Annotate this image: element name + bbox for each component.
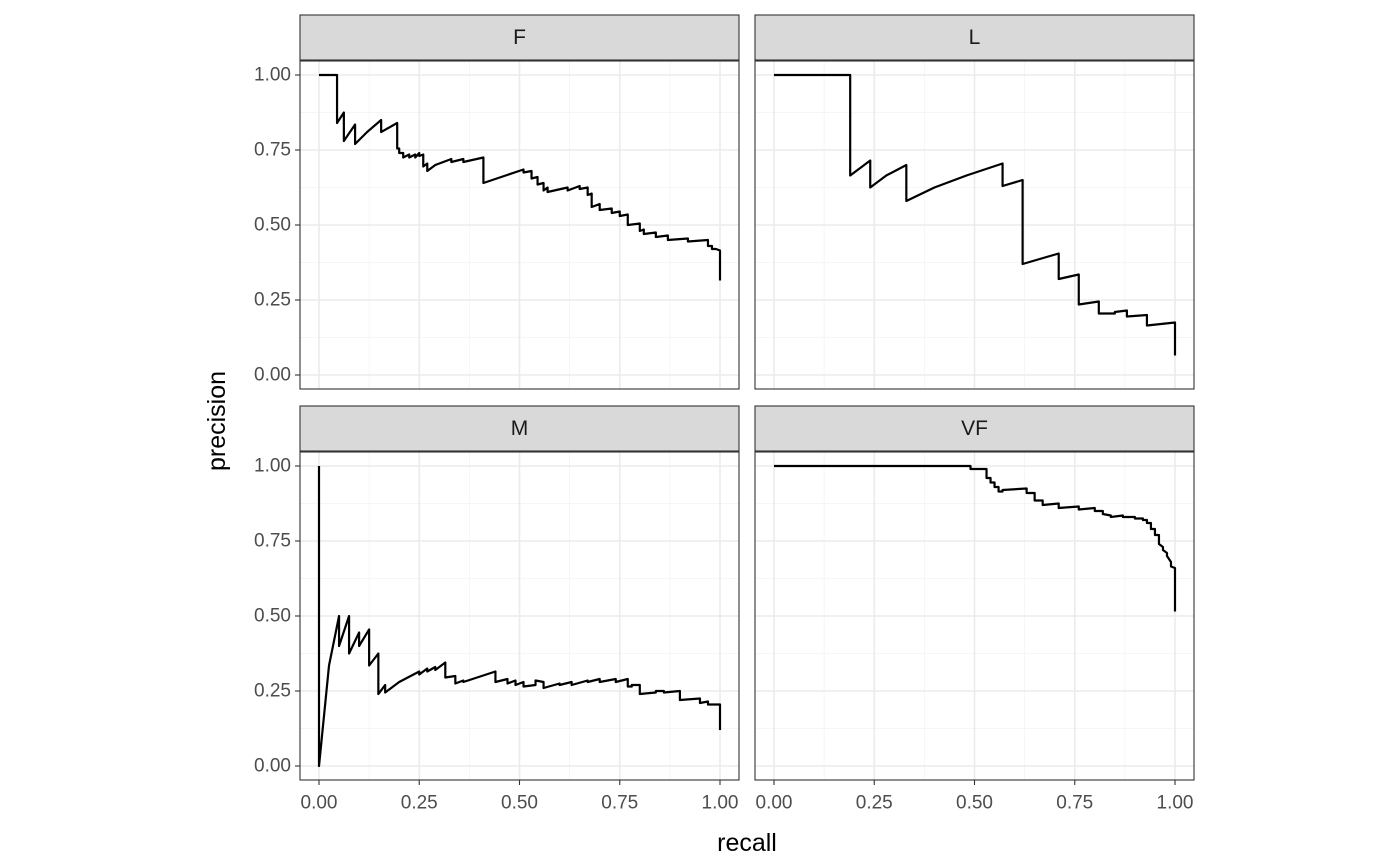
x-tick-label: 1.00 — [1157, 793, 1194, 814]
y-tick-label: 0.50 — [254, 215, 291, 236]
y-tick-label: 0.25 — [254, 681, 291, 702]
y-tick-label: 1.00 — [254, 65, 291, 86]
y-tick-label: 0.50 — [254, 606, 291, 627]
facet-strip-label: F — [513, 26, 526, 49]
x-tick-label: 0.25 — [856, 793, 893, 814]
facet-strip — [299, 14, 740, 61]
x-tick-label: 0.50 — [956, 793, 993, 814]
facet-f: F 0.00 0.25 0.50 0.75 1.00 — [254, 14, 740, 390]
y-tick-label: 0.25 — [254, 290, 291, 311]
x-tick-label: 0.00 — [301, 793, 338, 814]
facet-strip — [754, 14, 1195, 61]
x-tick-label: 0.00 — [756, 793, 793, 814]
panel-border — [754, 60, 1195, 390]
y-tick-label: 0.00 — [254, 756, 291, 777]
facet-vf: VF 0.00 0.25 0.50 0.75 1.00 — [754, 405, 1195, 814]
facet-m: M 0.00 0.25 0.50 0.75 1.00 0.00 0.25 0.50 0.75 1.0… — [254, 405, 740, 814]
facet-strip — [299, 405, 740, 452]
y-tick-label: 0.75 — [254, 531, 291, 552]
pr-curve-vf — [774, 464, 1177, 612]
y-tick-label: 0.00 — [254, 365, 291, 386]
facet-strip-label: L — [969, 26, 981, 49]
facet-strip-label: M — [511, 417, 529, 440]
facet-strip — [754, 405, 1195, 452]
x-tick-label: 0.25 — [401, 793, 438, 814]
y-tick-label: 0.75 — [254, 140, 291, 161]
x-tick-label: 0.75 — [601, 793, 638, 814]
x-axis-title: recall — [717, 829, 777, 857]
x-tick-label: 1.00 — [702, 793, 739, 814]
x-tick-label: 0.75 — [1056, 793, 1093, 814]
pr-curve-m — [317, 466, 722, 768]
facet-l: L — [754, 14, 1195, 390]
y-tick-label: 1.00 — [254, 456, 291, 477]
y-axis-title: precision — [203, 371, 231, 471]
facet-panels: F 0.00 0.25 0.50 0.75 1.00 L M 0.00 0.25 0.50 0.75 1… — [254, 14, 1195, 814]
x-tick-label: 0.50 — [501, 793, 538, 814]
pr-curve-l — [774, 73, 1177, 356]
facet-strip-label: VF — [961, 417, 988, 440]
pr-curve-f — [319, 73, 722, 281]
